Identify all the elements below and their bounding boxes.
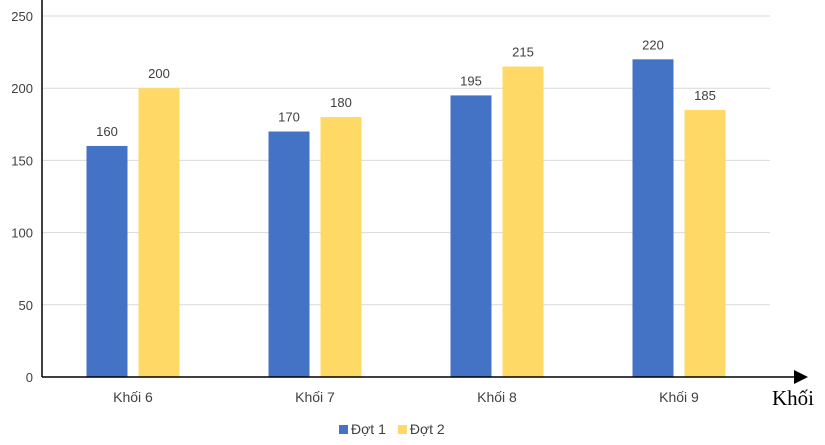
y-tick-label: 100 [11, 226, 33, 241]
y-tick-label: 150 [11, 153, 33, 168]
legend-swatch [397, 425, 407, 434]
legend-label: Đợt 1 [351, 421, 386, 437]
legend-label: Đợt 2 [410, 421, 445, 437]
bar [320, 117, 362, 377]
x-axis-category-labels: Khối 6 Khối 7 Khối 8 Khối 9 [113, 389, 699, 405]
x-category-label: Khối 7 [295, 389, 335, 405]
data-label: 220 [642, 37, 664, 52]
x-category-label: Khối 9 [659, 389, 699, 405]
bar [138, 88, 180, 377]
bar [632, 59, 674, 377]
bar [684, 109, 726, 378]
x-axis-title: Khối [772, 386, 814, 410]
y-tick-label: 50 [19, 298, 33, 313]
legend-swatch [339, 425, 348, 434]
legend: Đợt 1 Đợt 2 [339, 421, 445, 437]
bar [502, 66, 544, 377]
bar [268, 131, 310, 377]
data-label: 200 [148, 66, 170, 81]
x-category-label: Khối 6 [113, 389, 153, 405]
y-tick-label: 250 [11, 9, 33, 24]
x-category-label: Khối 8 [477, 389, 517, 405]
x-axis-arrow-icon [794, 370, 808, 384]
data-label: 160 [96, 124, 118, 139]
bar [86, 145, 128, 377]
y-tick-label: 200 [11, 81, 33, 96]
data-label: 195 [460, 73, 482, 88]
y-tick-label: 0 [26, 370, 33, 385]
data-label: 170 [278, 110, 300, 125]
bars [86, 59, 726, 378]
y-axis-ticks: 0 50 100 150 200 250 [11, 9, 33, 385]
bar [450, 95, 492, 378]
data-labels: 160 200 170 180 195 215 220 185 [96, 37, 716, 139]
data-label: 180 [330, 95, 352, 110]
data-label: 185 [694, 88, 716, 103]
data-label: 215 [512, 45, 534, 60]
x-axis [41, 0, 808, 384]
